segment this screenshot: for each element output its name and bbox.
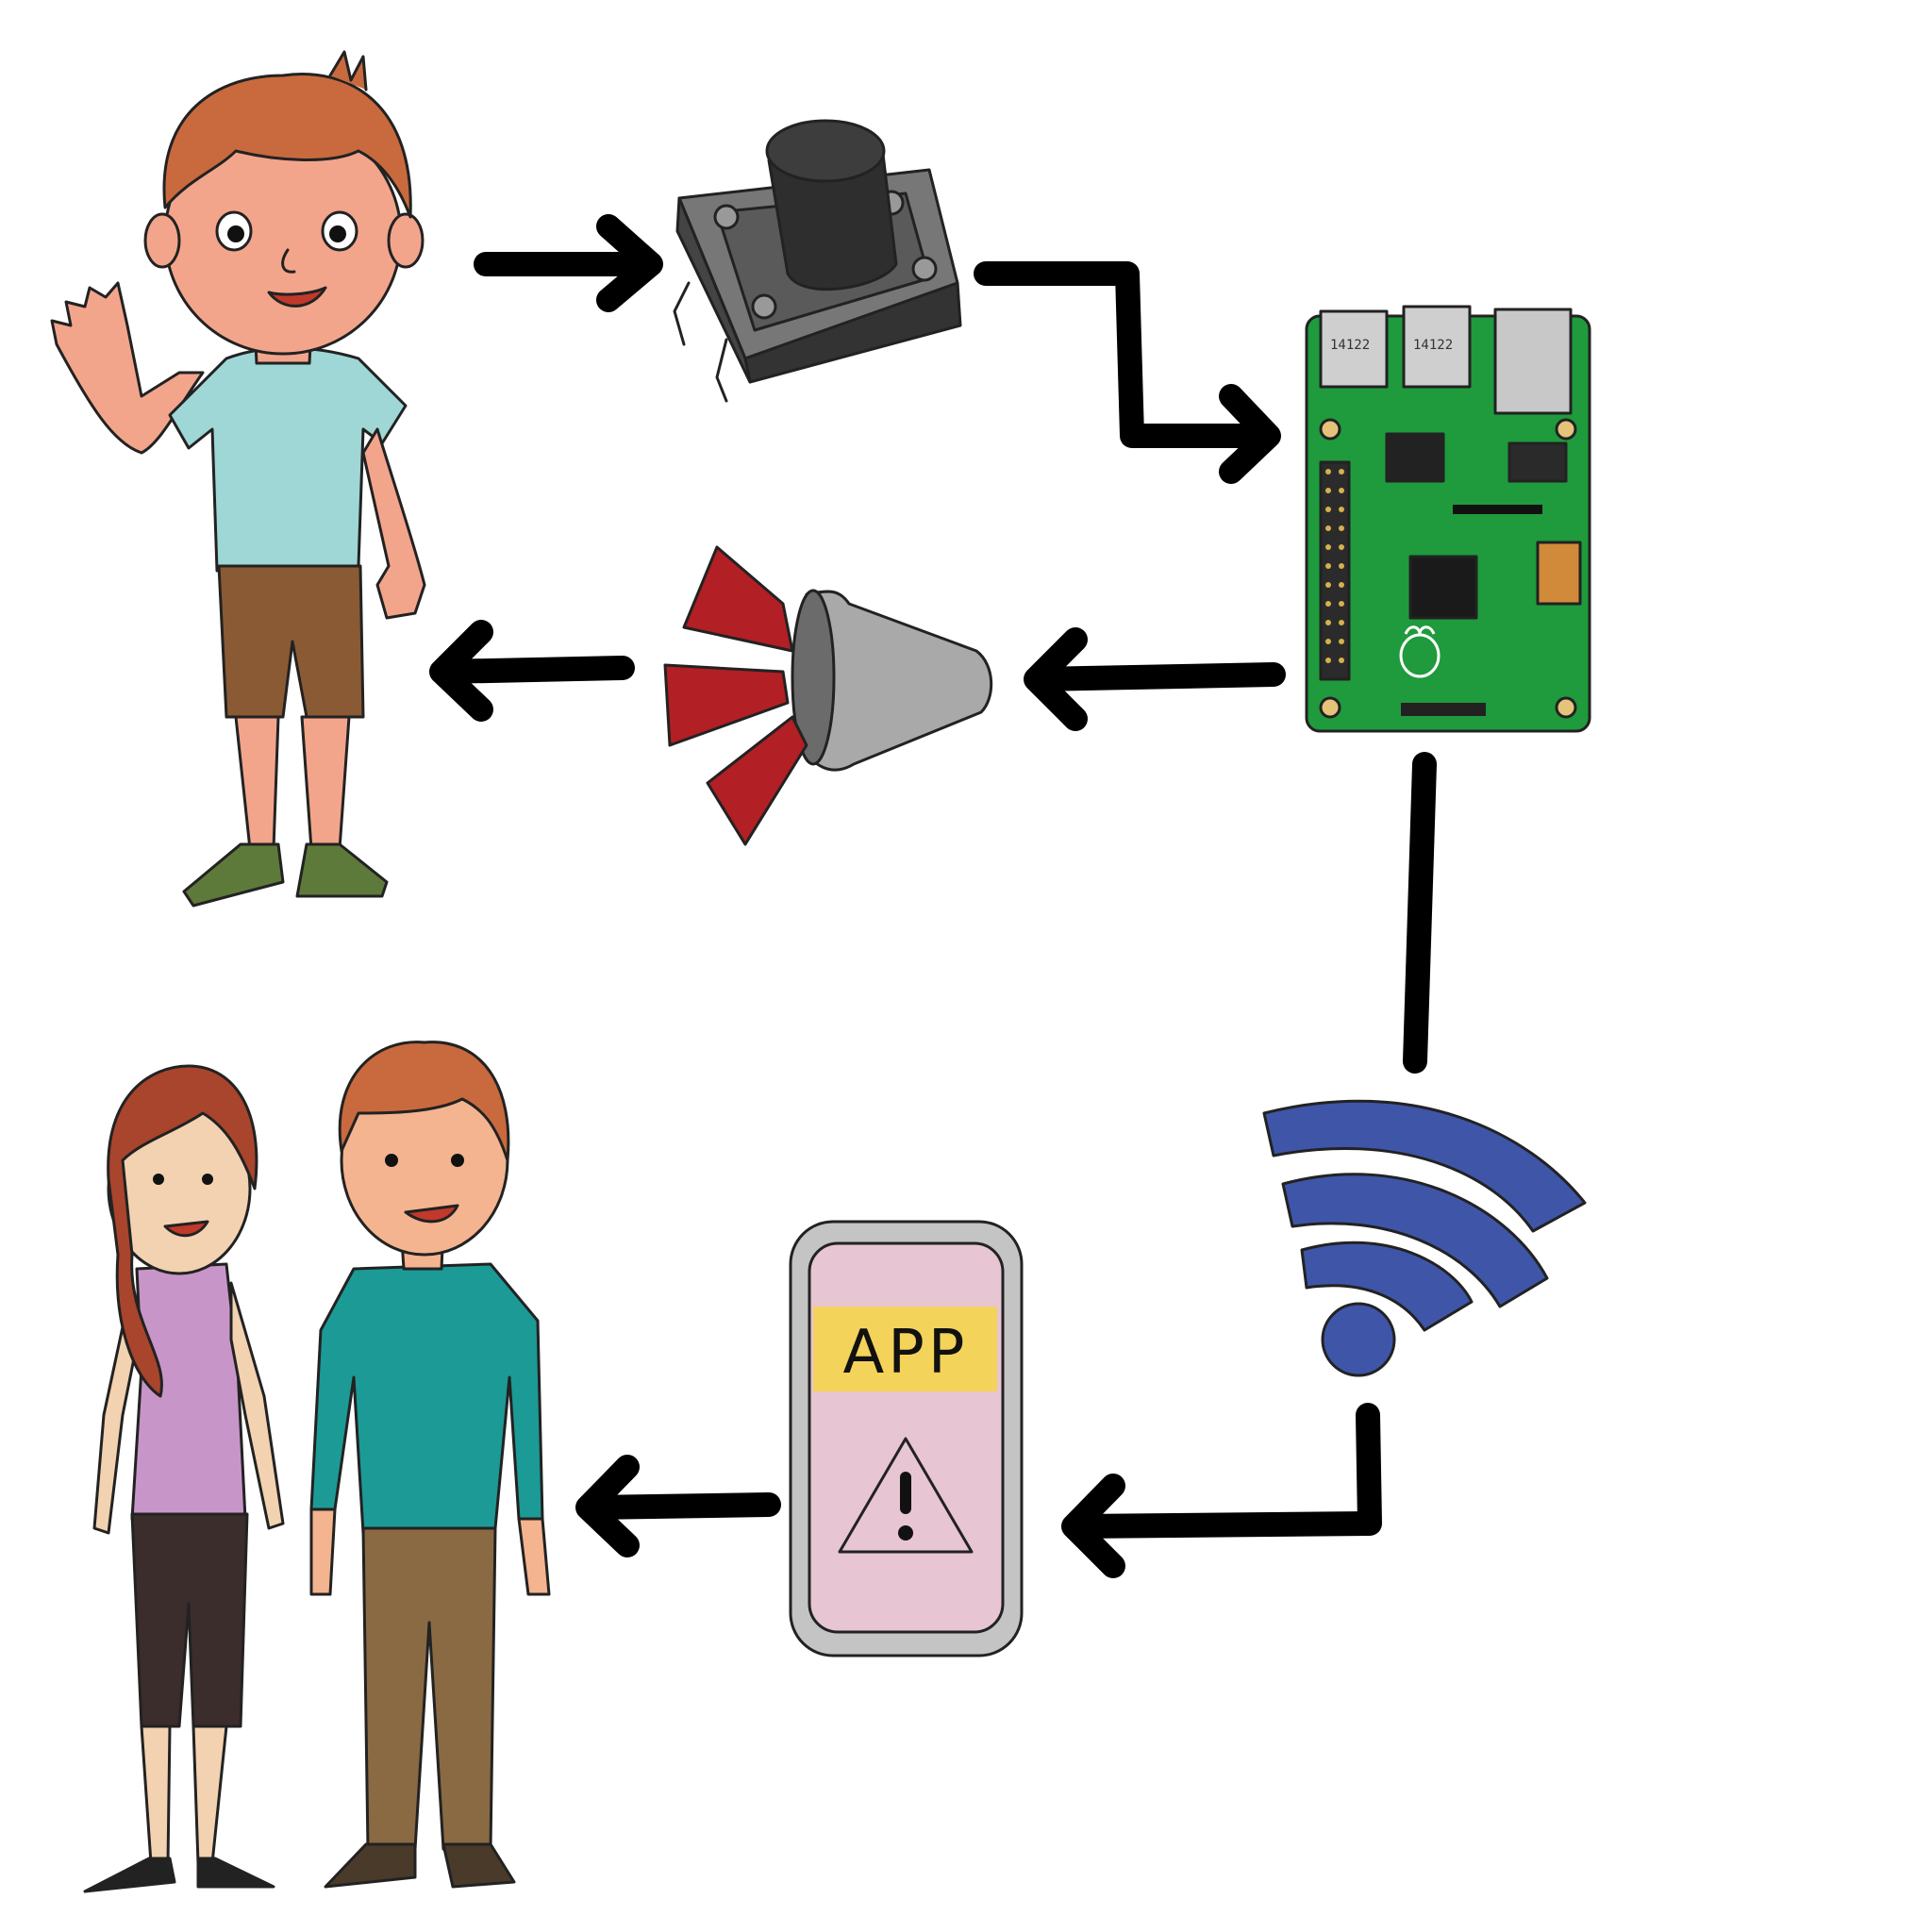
push-button-icon xyxy=(673,119,962,403)
arrow-button-to-pi xyxy=(974,261,1281,484)
usb-label-1: 14122 xyxy=(1330,338,1370,353)
arrow-wifi-to-phone xyxy=(1061,1403,1382,1578)
connector-pi-to-wifi xyxy=(1403,752,1437,1074)
wifi-icon xyxy=(1262,1099,1587,1377)
arrow-child-to-button xyxy=(474,214,663,312)
usb-label-2: 14122 xyxy=(1413,338,1453,353)
warning-icon xyxy=(900,1472,911,1514)
child-figure xyxy=(50,50,426,908)
app-label: APP xyxy=(843,1318,969,1388)
raspberry-pi-board-icon: 14122 14122 xyxy=(1305,305,1591,733)
arrow-phone-to-parents xyxy=(575,1455,781,1557)
arrow-pi-to-speaker xyxy=(1024,627,1286,731)
arrow-speaker-to-child xyxy=(429,620,635,722)
parents-figures xyxy=(83,1041,551,1893)
app-banner xyxy=(813,1307,997,1391)
speaker-icon xyxy=(663,545,993,846)
smartphone-icon: APP xyxy=(789,1220,1024,1657)
